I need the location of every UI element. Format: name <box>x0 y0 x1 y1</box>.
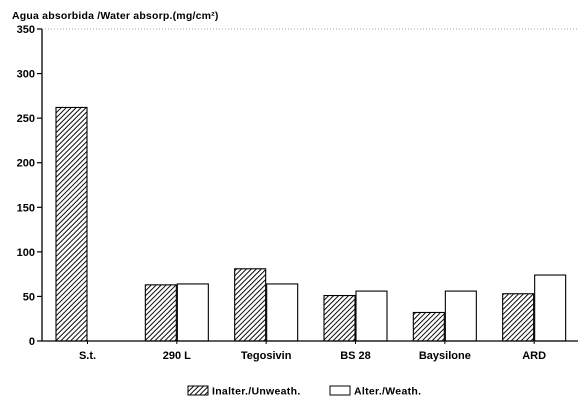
x-tick-label: Baysilone <box>419 350 471 362</box>
bar-weathered <box>534 274 567 342</box>
x-tick-label: BS 28 <box>340 350 371 362</box>
bar-weathered <box>444 290 477 342</box>
bar-unweathered <box>502 293 535 342</box>
legend-swatch-weathered <box>329 385 351 396</box>
y-tick-label: 150 <box>17 202 35 214</box>
x-tick-label: S.t. <box>79 350 96 362</box>
legend: Inalter./Unweath. Alter./Weath. <box>187 385 421 398</box>
x-tick-label: 290 L <box>163 350 191 362</box>
x-tick-label: ARD <box>522 350 546 362</box>
bar-weathered <box>355 290 388 342</box>
bar-unweathered <box>55 106 88 342</box>
y-tick-label: 100 <box>17 247 35 259</box>
legend-swatch-unweathered <box>187 385 209 396</box>
bar-weathered <box>266 283 299 342</box>
y-axis: 0 50 100 150 200 250 300 350 <box>17 24 578 348</box>
bars <box>55 106 567 342</box>
y-tick-label: 200 <box>17 158 35 170</box>
x-axis: S.t. 290 L Tegosivin BS 28 Baysilone ARD <box>42 340 578 362</box>
legend-label-weathered: Alter./Weath. <box>354 386 421 398</box>
bar-unweathered <box>323 294 356 342</box>
bar-weathered <box>176 283 209 342</box>
y-tick-label: 300 <box>17 69 35 81</box>
bar-unweathered <box>234 268 267 342</box>
y-tick-label: 0 <box>29 336 35 348</box>
y-axis-title: Agua absorbida /Water absorp.(mg/cm²) <box>12 10 219 22</box>
bar-unweathered <box>412 311 445 342</box>
x-tick-label: Tegosivin <box>241 350 292 362</box>
bar-unweathered <box>144 284 177 342</box>
y-tick-label: 50 <box>23 291 35 303</box>
y-tick-label: 350 <box>17 24 35 36</box>
legend-label-unweathered: Inalter./Unweath. <box>212 386 301 398</box>
y-tick-label: 250 <box>17 113 35 125</box>
